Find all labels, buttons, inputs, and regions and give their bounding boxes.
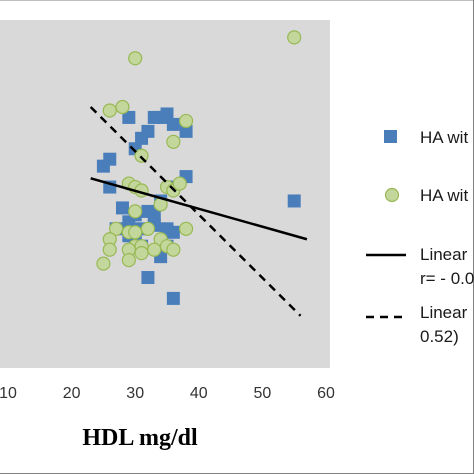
data-point-square-10 [166,117,180,131]
data-point-square-16 [141,204,155,218]
x-tick-label-60: 60 [317,385,335,402]
data-point-circle-30 [134,246,149,261]
data-point-circle-4 [178,113,194,129]
data-point-square-26 [166,225,180,239]
data-point-circle-3 [115,99,130,115]
data-point-circle-1 [287,30,302,45]
x-tick-label-10: 10 [0,385,17,402]
data-point-square-31 [141,271,155,285]
x-axis-title: HDL mg/dl [82,425,198,451]
legend-circle-marker [384,187,400,203]
data-point-circle-31 [128,225,143,240]
legend-label-dashed-line-2: 0.52) [420,327,459,346]
x-tick-labels: 10 20 30 40 50 60 [0,385,335,402]
data-point-square-6 [141,124,155,138]
data-point-circle-2 [102,103,117,118]
x-tick-label-30: 30 [126,385,144,402]
data-point-circle-27 [102,242,117,257]
legend-label-solid-line: Linear [420,245,468,264]
legend-label-circle-series: HA wit [420,186,468,205]
data-point-circle-18 [140,221,156,236]
x-tick-label-50: 50 [254,385,272,402]
data-point-circle-29 [96,256,111,271]
trend-line-solid [90,177,308,241]
legend: HA wit HA wit Linear r= - 0.0 Linear 0.5… [366,128,474,346]
data-point-circle-28 [121,253,136,268]
data-point-square-19 [115,201,129,215]
data-point-square-32 [166,291,180,305]
data-point-square-9 [160,107,174,121]
data-point-circle-15 [109,221,124,236]
data-point-circle-0 [128,51,143,66]
data-point-square-18 [122,215,136,229]
data-point-square-1 [103,152,117,166]
plot-area [0,20,330,368]
legend-label-square-series: HA wit [420,128,468,147]
data-point-circle-6 [134,148,149,163]
data-point-circle-12 [172,176,187,191]
marks-layer [89,30,308,317]
data-point-square-3 [122,110,136,124]
legend-label-dashed-line: Linear [420,303,468,322]
data-point-circle-24 [147,242,162,257]
data-point-circle-26 [166,242,181,257]
trend-line-dashed [89,106,302,317]
data-point-square-11 [179,124,193,138]
legend-label-solid-line-2: r= - 0.0 [420,269,474,288]
x-tick-label-20: 20 [63,385,81,402]
data-point-square-33 [287,194,301,208]
data-point-circle-17 [178,221,194,236]
x-tick-label-40: 40 [190,385,208,402]
legend-square-marker [384,130,397,143]
data-point-circle-5 [166,134,181,149]
data-point-circle-14 [128,204,143,219]
